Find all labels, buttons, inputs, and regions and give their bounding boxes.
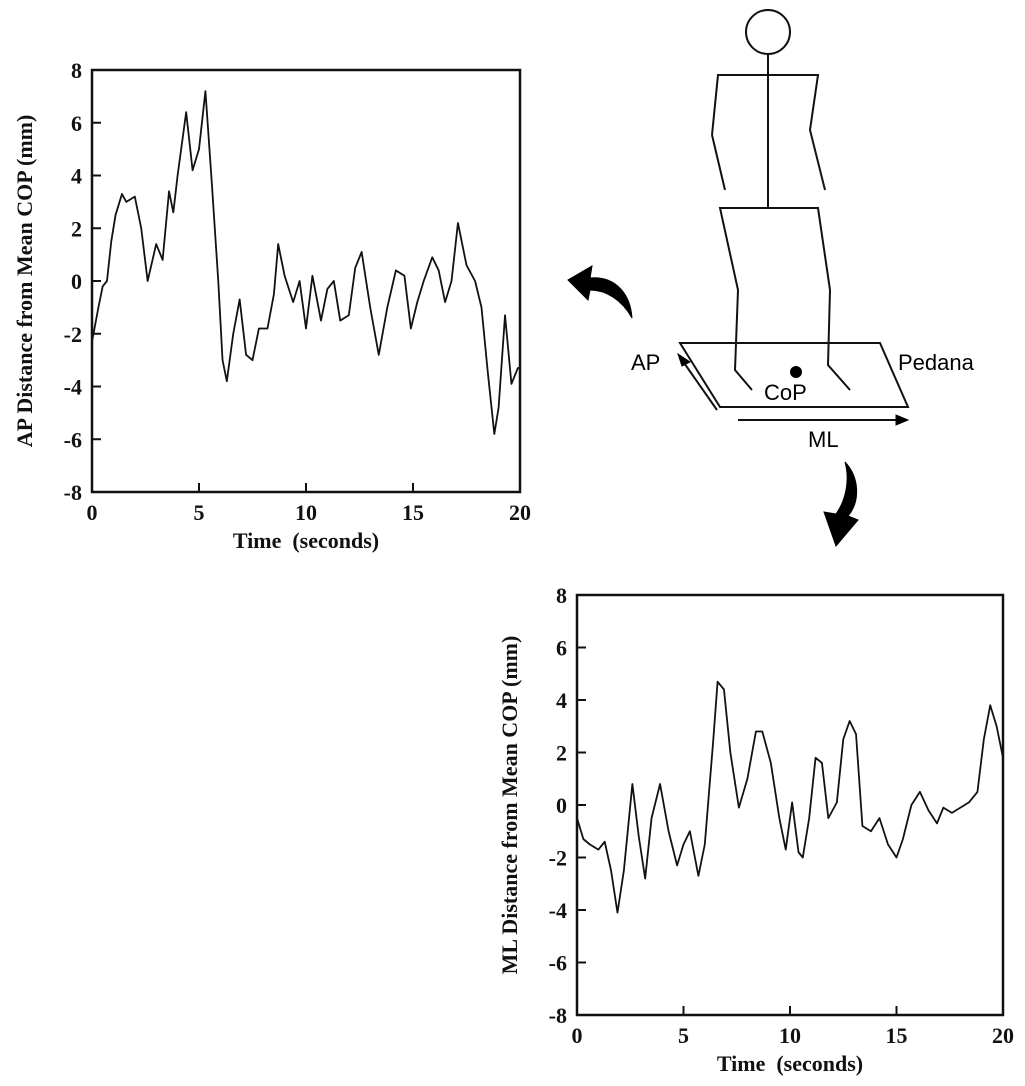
plot-frame: [575, 593, 1005, 1017]
x-tick-label: 0: [572, 1023, 583, 1048]
ml-label: ML: [808, 427, 839, 452]
arms: [711, 74, 826, 191]
y-tick-label: 4: [556, 688, 567, 713]
head: [745, 9, 791, 55]
x-axis-label: Time (seconds): [717, 1051, 863, 1076]
y-tick-label: -6: [549, 951, 567, 976]
platform: [678, 342, 910, 408]
plot-frame: [90, 68, 522, 494]
y-tick-label: 6: [71, 111, 82, 136]
curved-arrow: [823, 461, 859, 547]
x-tick-label: 20: [509, 500, 531, 525]
x-tick-label: 5: [194, 500, 205, 525]
y-tick-label: -2: [64, 322, 82, 347]
x-tick-label: 15: [402, 500, 424, 525]
y-tick-label: 8: [71, 58, 82, 83]
x-tick-label: 15: [886, 1023, 908, 1048]
platform-label: Pedana: [898, 350, 975, 375]
data-line: [576, 680, 1004, 914]
curved-arrow: [567, 265, 633, 319]
y-tick-label: -8: [64, 480, 82, 505]
legs: [718, 207, 851, 391]
y-axis-label: AP Distance from Mean COP (mm): [12, 115, 37, 448]
y-tick-label: -2: [549, 846, 567, 871]
y-tick-label: 8: [556, 583, 567, 608]
y-tick-label: 0: [71, 269, 82, 294]
y-tick-label: -4: [549, 898, 567, 923]
x-tick-label: 10: [295, 500, 317, 525]
cop-label: CoP: [764, 380, 807, 405]
y-tick-label: 2: [71, 216, 82, 241]
stick-figure-diagram: [567, 9, 910, 547]
ap-arrow: [681, 359, 718, 411]
y-tick-label: 4: [71, 164, 82, 189]
cop-dot: [790, 366, 802, 378]
ap-arrowhead: [677, 352, 691, 367]
x-tick-label: 10: [779, 1023, 801, 1048]
y-tick-label: 0: [556, 793, 567, 818]
x-tick-label: 0: [87, 500, 98, 525]
y-tick-label: 6: [556, 636, 567, 661]
ap-label: AP: [631, 350, 660, 375]
y-tick-label: -4: [64, 375, 82, 400]
x-axis-label: Time (seconds): [233, 528, 379, 553]
x-tick-label: 20: [992, 1023, 1014, 1048]
x-tick-label: 5: [678, 1023, 689, 1048]
ml-arrowhead: [895, 414, 910, 426]
data-line: [91, 90, 520, 435]
y-tick-label: -6: [64, 427, 82, 452]
arm: [711, 134, 726, 191]
y-axis-label: ML Distance from Mean COP (mm): [497, 636, 522, 975]
y-tick-label: -8: [549, 1003, 567, 1028]
y-tick-label: 2: [556, 741, 567, 766]
